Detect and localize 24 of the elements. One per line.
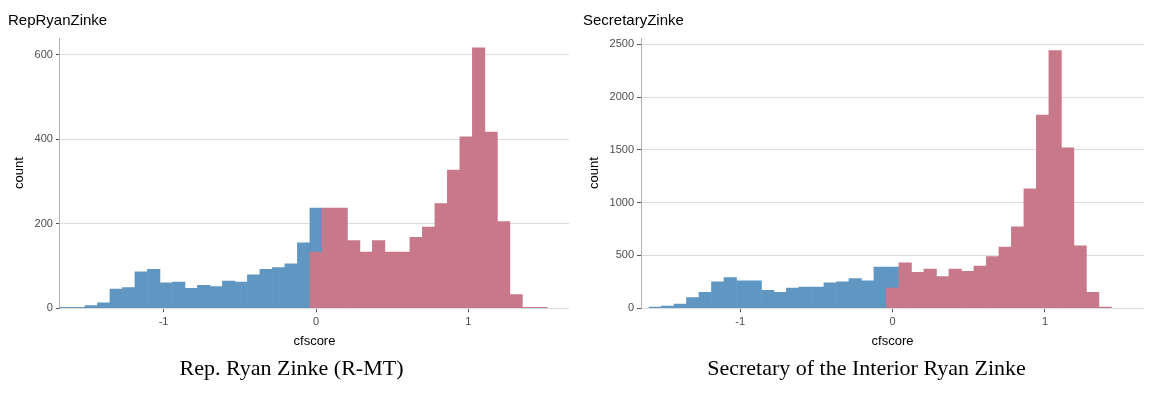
y-tick-label: 400 bbox=[34, 132, 53, 145]
y-tick-label: 1500 bbox=[609, 142, 635, 155]
x-axis-title: cfscore bbox=[871, 332, 914, 348]
chart-title: SecretaryZinke bbox=[583, 11, 684, 29]
y-tick-label: 500 bbox=[615, 248, 635, 261]
chart-title: RepRyanZinke bbox=[8, 11, 108, 29]
y-tick-label: 2500 bbox=[609, 37, 635, 50]
y-tick-label: 600 bbox=[34, 47, 53, 60]
y-axis-title: count bbox=[586, 156, 602, 190]
x-axis-title: cfscore bbox=[293, 332, 336, 348]
y-tick-label: 200 bbox=[34, 216, 53, 229]
x-tick-label: 0 bbox=[312, 314, 320, 327]
text: Rep. Ryan Zinke (R-MT) bbox=[178, 354, 405, 382]
y-tick-label: 2000 bbox=[609, 90, 635, 103]
y-tick-label: 1000 bbox=[609, 195, 635, 208]
x-tick-label: 1 bbox=[1041, 314, 1048, 327]
x-tick-label: -1 bbox=[735, 314, 746, 327]
x-tick-label: 0 bbox=[889, 314, 896, 327]
y-axis-title: count bbox=[11, 156, 27, 190]
text: Secretary of the Interior Ryan Zinke bbox=[706, 354, 1027, 382]
x-tick-label: -1 bbox=[158, 314, 169, 327]
x-tick-label: 1 bbox=[465, 314, 472, 327]
y-tick-label: 0 bbox=[627, 301, 635, 314]
y-tick-label: 0 bbox=[46, 301, 53, 314]
